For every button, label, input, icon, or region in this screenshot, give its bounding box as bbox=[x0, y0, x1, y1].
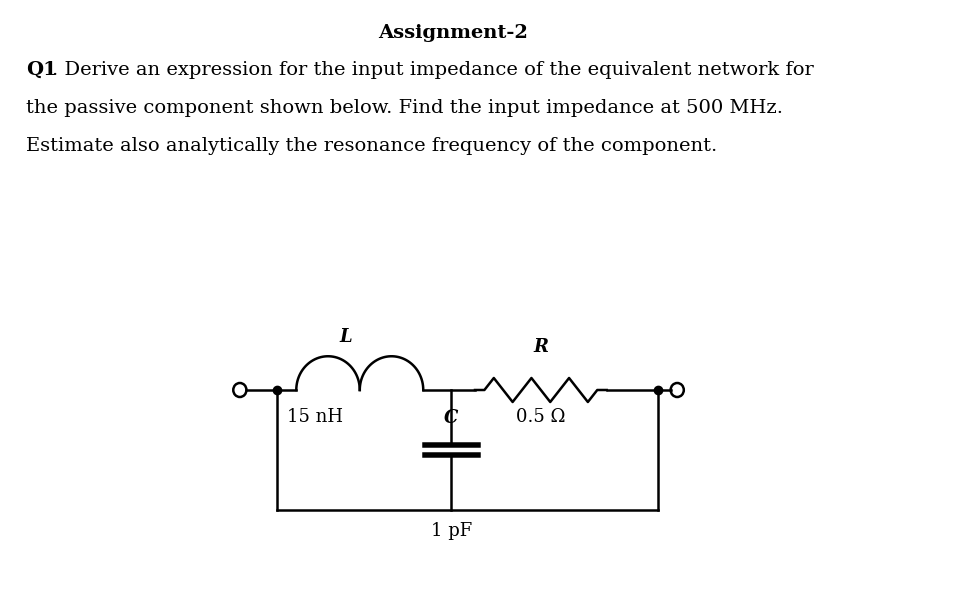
Text: R: R bbox=[533, 338, 549, 356]
Text: . Derive an expression for the input impedance of the equivalent network for: . Derive an expression for the input imp… bbox=[52, 61, 814, 79]
Text: the passive component shown below. Find the input impedance at 500 MHz.: the passive component shown below. Find … bbox=[26, 99, 784, 117]
Text: Assignment-2: Assignment-2 bbox=[379, 24, 528, 42]
Text: Estimate also analytically the resonance frequency of the component.: Estimate also analytically the resonance… bbox=[26, 137, 717, 155]
Text: 0.5 Ω: 0.5 Ω bbox=[516, 408, 566, 426]
Text: Q1: Q1 bbox=[26, 61, 57, 79]
Text: 1 pF: 1 pF bbox=[431, 522, 472, 540]
Text: C: C bbox=[444, 409, 459, 427]
Text: 15 nH: 15 nH bbox=[287, 408, 343, 426]
Text: L: L bbox=[339, 328, 352, 347]
